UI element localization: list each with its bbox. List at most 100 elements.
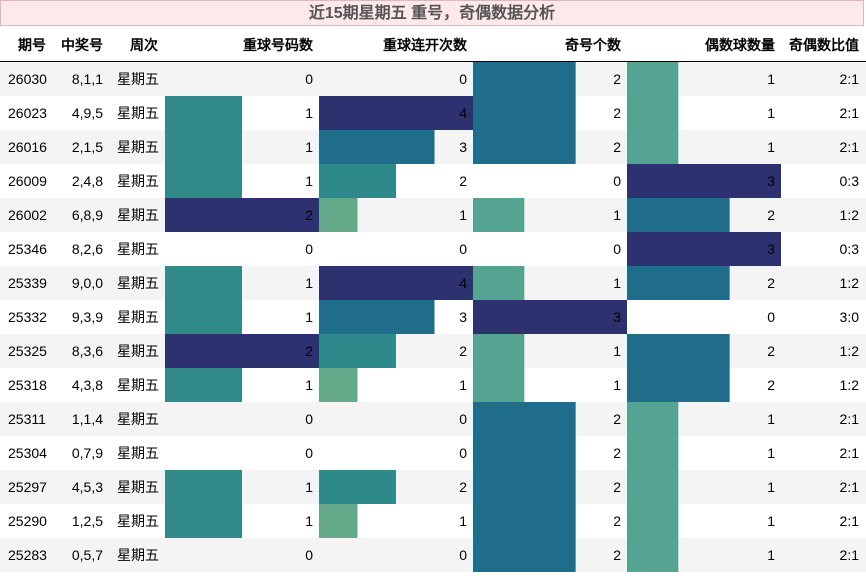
- cell-issue: 25325: [8, 343, 47, 359]
- cell-repeat-streak: 0: [459, 547, 467, 563]
- table-title: 近15期星期五 重号，奇偶数据分析: [0, 0, 864, 26]
- cell-issue: 25297: [8, 479, 47, 495]
- repeat-count-bar: [165, 334, 319, 368]
- cell-odd-count: 1: [613, 207, 621, 223]
- even-count-bar: [627, 266, 730, 300]
- cell-repeat-count: 2: [305, 343, 313, 359]
- repeat-streak-bar: [319, 334, 396, 368]
- header-ratio: 奇偶数比值: [789, 37, 859, 53]
- even-count-bar: [627, 164, 781, 198]
- repeat-count-bar: [165, 164, 242, 198]
- cell-repeat-count: 2: [305, 207, 313, 223]
- cell-repeat-count: 1: [305, 513, 313, 529]
- cell-repeat-count: 1: [305, 105, 313, 121]
- odd-count-bar: [473, 538, 576, 572]
- header-repeat-count: 重球号码数: [243, 37, 313, 53]
- cell-even-count: 1: [767, 105, 775, 121]
- cell-issue: 25346: [8, 241, 47, 257]
- cell-repeat-streak: 2: [459, 173, 467, 189]
- repeat-count-bar: [165, 470, 242, 504]
- cell-numbers: 8,3,6: [72, 343, 103, 359]
- cell-repeat-streak: 1: [459, 513, 467, 529]
- repeat-streak-bar: [319, 470, 396, 504]
- cell-repeat-streak: 0: [459, 241, 467, 257]
- cell-repeat-streak: 4: [459, 105, 467, 121]
- repeat-streak-bar: [319, 266, 473, 300]
- cell-even-count: 2: [767, 343, 775, 359]
- cell-even-count: 1: [767, 71, 775, 87]
- cell-weekday: 星期五: [117, 275, 159, 291]
- cell-repeat-count: 1: [305, 309, 313, 325]
- repeat-streak-bar: [319, 96, 473, 130]
- cell-weekday: 星期五: [117, 207, 159, 223]
- cell-numbers: 2,4,8: [72, 173, 103, 189]
- cell-odd-count: 2: [613, 71, 621, 87]
- odd-count-bar: [473, 266, 525, 300]
- cell-repeat-streak: 0: [459, 411, 467, 427]
- cell-numbers: 1,1,4: [72, 411, 103, 427]
- cell-ratio: 3:0: [840, 309, 860, 325]
- repeat-count-bar: [165, 130, 242, 164]
- even-count-bar: [627, 538, 679, 572]
- header-numbers: 中奖号: [61, 37, 103, 53]
- cell-issue: 25339: [8, 275, 47, 291]
- row-background: [0, 62, 866, 96]
- cell-weekday: 星期五: [117, 479, 159, 495]
- cell-odd-count: 0: [613, 241, 621, 257]
- cell-ratio: 0:3: [840, 173, 860, 189]
- cell-repeat-count: 1: [305, 275, 313, 291]
- cell-numbers: 8,1,1: [72, 71, 103, 87]
- cell-numbers: 8,2,6: [72, 241, 103, 257]
- cell-repeat-count: 1: [305, 173, 313, 189]
- even-count-bar: [627, 232, 781, 266]
- cell-repeat-streak: 1: [459, 207, 467, 223]
- cell-weekday: 星期五: [117, 71, 159, 87]
- cell-weekday: 星期五: [117, 445, 159, 461]
- cell-weekday: 星期五: [117, 377, 159, 393]
- row-background: [0, 402, 866, 436]
- odd-count-bar: [473, 504, 576, 538]
- odd-count-bar: [473, 198, 525, 232]
- cell-ratio: 1:2: [840, 207, 860, 223]
- cell-ratio: 2:1: [840, 71, 860, 87]
- repeat-count-bar: [165, 504, 242, 538]
- odd-count-bar: [473, 436, 576, 470]
- cell-repeat-count: 0: [305, 241, 313, 257]
- cell-issue: 25332: [8, 309, 47, 325]
- data-grid: 26030 8,1,1 星期五 0 0 2 1 2:1 26023 4,9,5 星期五 1 4 2 1 2:1…: [0, 62, 866, 573]
- cell-repeat-count: 0: [305, 445, 313, 461]
- odd-count-bar: [473, 470, 576, 504]
- cell-even-count: 1: [767, 547, 775, 563]
- cell-odd-count: 2: [613, 445, 621, 461]
- header-divider: [0, 61, 866, 62]
- cell-weekday: 星期五: [117, 139, 159, 155]
- cell-even-count: 1: [767, 513, 775, 529]
- cell-numbers: 4,9,5: [72, 105, 103, 121]
- odd-count-bar: [473, 334, 525, 368]
- cell-issue: 25318: [8, 377, 47, 393]
- cell-odd-count: 1: [613, 377, 621, 393]
- header-weekday: 周次: [130, 37, 158, 53]
- odd-count-bar: [473, 368, 525, 402]
- repeat-streak-bar: [319, 368, 358, 402]
- cell-issue: 26002: [8, 207, 47, 223]
- header-even-count: 偶数球数量: [705, 37, 775, 53]
- repeat-count-bar: [165, 198, 319, 232]
- cell-numbers: 4,5,3: [72, 479, 103, 495]
- cell-odd-count: 3: [613, 309, 621, 325]
- cell-weekday: 星期五: [117, 105, 159, 121]
- cell-numbers: 4,3,8: [72, 377, 103, 393]
- cell-issue: 26016: [8, 139, 47, 155]
- cell-weekday: 星期五: [117, 173, 159, 189]
- cell-repeat-streak: 3: [459, 309, 467, 325]
- cell-repeat-count: 0: [305, 547, 313, 563]
- cell-even-count: 1: [767, 411, 775, 427]
- even-count-bar: [627, 402, 679, 436]
- cell-issue: 25283: [8, 547, 47, 563]
- cell-even-count: 2: [767, 207, 775, 223]
- repeat-count-bar: [165, 368, 242, 402]
- even-count-bar: [627, 436, 679, 470]
- cell-odd-count: 2: [613, 139, 621, 155]
- cell-odd-count: 2: [613, 547, 621, 563]
